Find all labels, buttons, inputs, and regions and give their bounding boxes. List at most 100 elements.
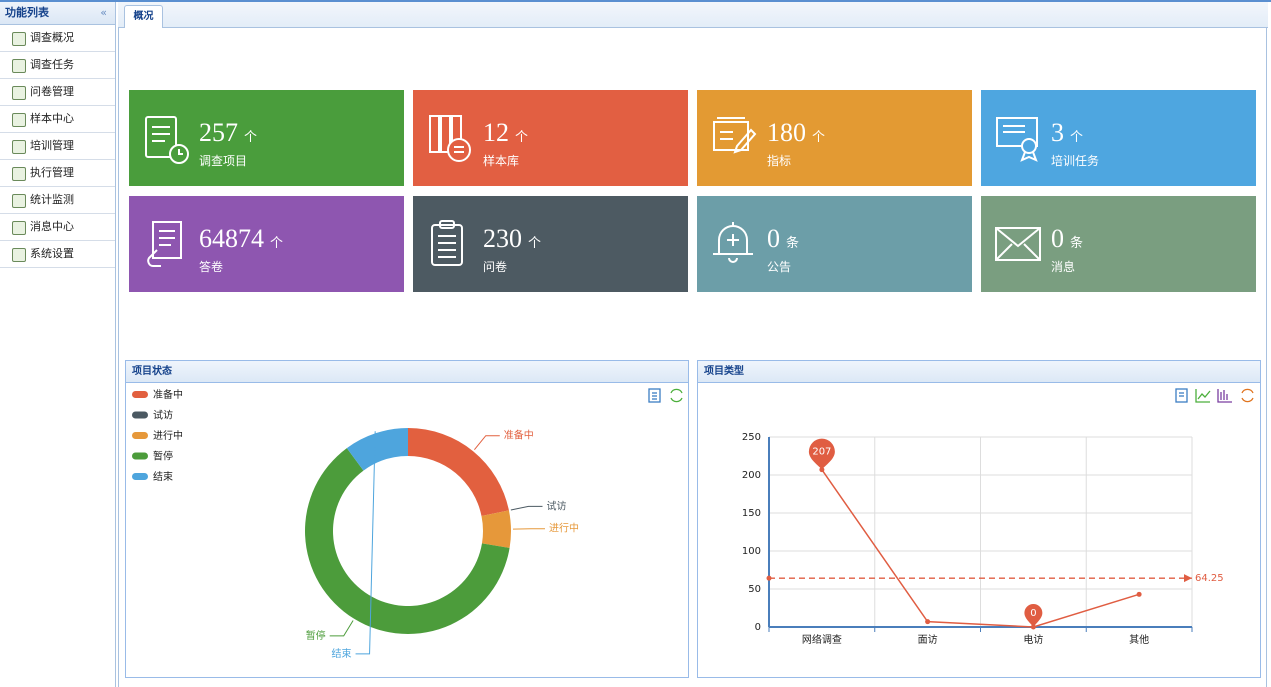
- tile-unit: 个: [270, 235, 284, 250]
- slice-label: 暂停: [306, 629, 326, 642]
- tile-value-wrap: 257 个: [199, 118, 257, 148]
- label-line: [474, 435, 500, 450]
- mark-point: [808, 438, 835, 470]
- tile-value: 257: [199, 118, 238, 147]
- menu-label: 执行管理: [30, 166, 74, 179]
- toolbox[interactable]: [1175, 388, 1254, 403]
- tile-value: 64874: [199, 224, 264, 253]
- tile-icon: [995, 227, 1041, 261]
- menu-label: 样本中心: [30, 112, 74, 125]
- tile-label: 问卷: [483, 260, 508, 274]
- menu-item[interactable]: 调查任务: [0, 52, 115, 79]
- label-line: [355, 431, 376, 655]
- average-line-label: 64.25: [1195, 573, 1224, 584]
- pie-slice: [481, 510, 512, 548]
- toolbox[interactable]: [648, 388, 683, 403]
- menu-item[interactable]: 培训管理: [0, 133, 115, 160]
- mark-point: [1024, 604, 1043, 627]
- stat-tile[interactable]: 12 个 样本库: [413, 90, 688, 186]
- tile-icon: [713, 117, 757, 154]
- pie-slice: [408, 428, 509, 516]
- tile-icon: [996, 117, 1038, 162]
- legend-label: 准备中: [153, 388, 183, 401]
- tile-unit: 个: [515, 129, 529, 144]
- main-area: [118, 28, 1267, 687]
- panel: 项目状态 准备中 准备中 试访 试访 进行中 进行中 暂停 暂停 结束 结束: [125, 360, 689, 678]
- stat-tile[interactable]: 180 个 指标: [697, 90, 972, 186]
- legend-label: 试访: [153, 409, 173, 422]
- tile-unit: 条: [1070, 235, 1084, 250]
- label-line: [510, 505, 543, 511]
- legend-swatch: [132, 432, 148, 439]
- tile-unit: 个: [812, 129, 826, 144]
- menu-label: 问卷管理: [30, 85, 74, 98]
- menu-item[interactable]: 系统设置: [0, 241, 115, 268]
- tile-icon: [431, 220, 463, 266]
- legend-label: 结束: [153, 470, 173, 483]
- panel-title: 项目类型: [698, 361, 1260, 383]
- stat-tile[interactable]: 230 个 问卷: [413, 196, 688, 292]
- tile-value-wrap: 230 个: [483, 224, 541, 254]
- panel: 项目类型 0 50 100 150 200 250 网络调查 面访 电访 其他 207 0 64.25: [697, 360, 1261, 678]
- menu-item[interactable]: 统计监测: [0, 187, 115, 214]
- tab[interactable]: 概况: [124, 5, 163, 28]
- y-tick-label: 200: [742, 470, 761, 481]
- collapse-button[interactable]: «: [100, 6, 107, 19]
- tile-value: 230: [483, 224, 522, 253]
- tile-icon: [145, 116, 189, 164]
- sidebar-title: 功能列表: [5, 6, 49, 19]
- legend-swatch: [132, 452, 148, 460]
- tile-value: 180: [767, 118, 806, 147]
- stat-tile[interactable]: 257 个 调查项目: [129, 90, 404, 186]
- tile-unit: 个: [1070, 129, 1084, 144]
- menu-label: 培训管理: [30, 139, 74, 152]
- average-line-start: [766, 575, 772, 581]
- legend-label: 进行中: [153, 429, 183, 442]
- menu-item[interactable]: 样本中心: [0, 106, 115, 133]
- slice-label: 准备中: [504, 429, 534, 442]
- tile-value-wrap: 180 个: [767, 118, 825, 148]
- point: [925, 619, 931, 625]
- tile-label: 公告: [767, 260, 792, 274]
- menu-label: 调查概况: [30, 31, 74, 44]
- top-bar: [0, 0, 1271, 2]
- legend-swatch: [132, 411, 148, 419]
- tile-value: 0: [767, 224, 780, 253]
- stat-tile[interactable]: 64874 个 答卷: [129, 196, 404, 292]
- tile-label: 调查项目: [199, 154, 248, 168]
- y-tick-label: 250: [742, 432, 761, 443]
- menu-item[interactable]: 消息中心: [0, 214, 115, 241]
- legend-label: 暂停: [153, 450, 173, 463]
- y-tick-label: 100: [742, 546, 761, 557]
- y-tick-label: 150: [742, 508, 761, 519]
- tile-label: 样本库: [483, 154, 520, 168]
- x-tick-label: 其他: [1129, 633, 1149, 646]
- mark-point-label: 0: [1030, 608, 1036, 619]
- y-tick-label: 0: [755, 622, 761, 633]
- label-line: [329, 620, 354, 637]
- tile-label: 答卷: [199, 260, 224, 274]
- menu-item[interactable]: 执行管理: [0, 160, 115, 187]
- tile-label: 指标: [767, 154, 792, 168]
- sidebar-header: 功能列表 «: [0, 2, 115, 25]
- slice-label: 结束: [332, 647, 352, 660]
- menu-item[interactable]: 问卷管理: [0, 79, 115, 106]
- tile-icon: [147, 221, 182, 267]
- mark-point-label: 207: [812, 447, 831, 458]
- tile-value: 3: [1051, 118, 1064, 147]
- tile-value: 0: [1051, 224, 1064, 253]
- tile-label: 培训任务: [1051, 154, 1100, 168]
- menu-item[interactable]: 调查概况: [0, 25, 115, 52]
- menu-label: 消息中心: [30, 220, 74, 233]
- tile-icon: [429, 115, 471, 162]
- menu-label: 统计监测: [30, 193, 74, 206]
- tile-value-wrap: 12 个: [483, 118, 528, 148]
- average-line-arrow: [1184, 574, 1192, 583]
